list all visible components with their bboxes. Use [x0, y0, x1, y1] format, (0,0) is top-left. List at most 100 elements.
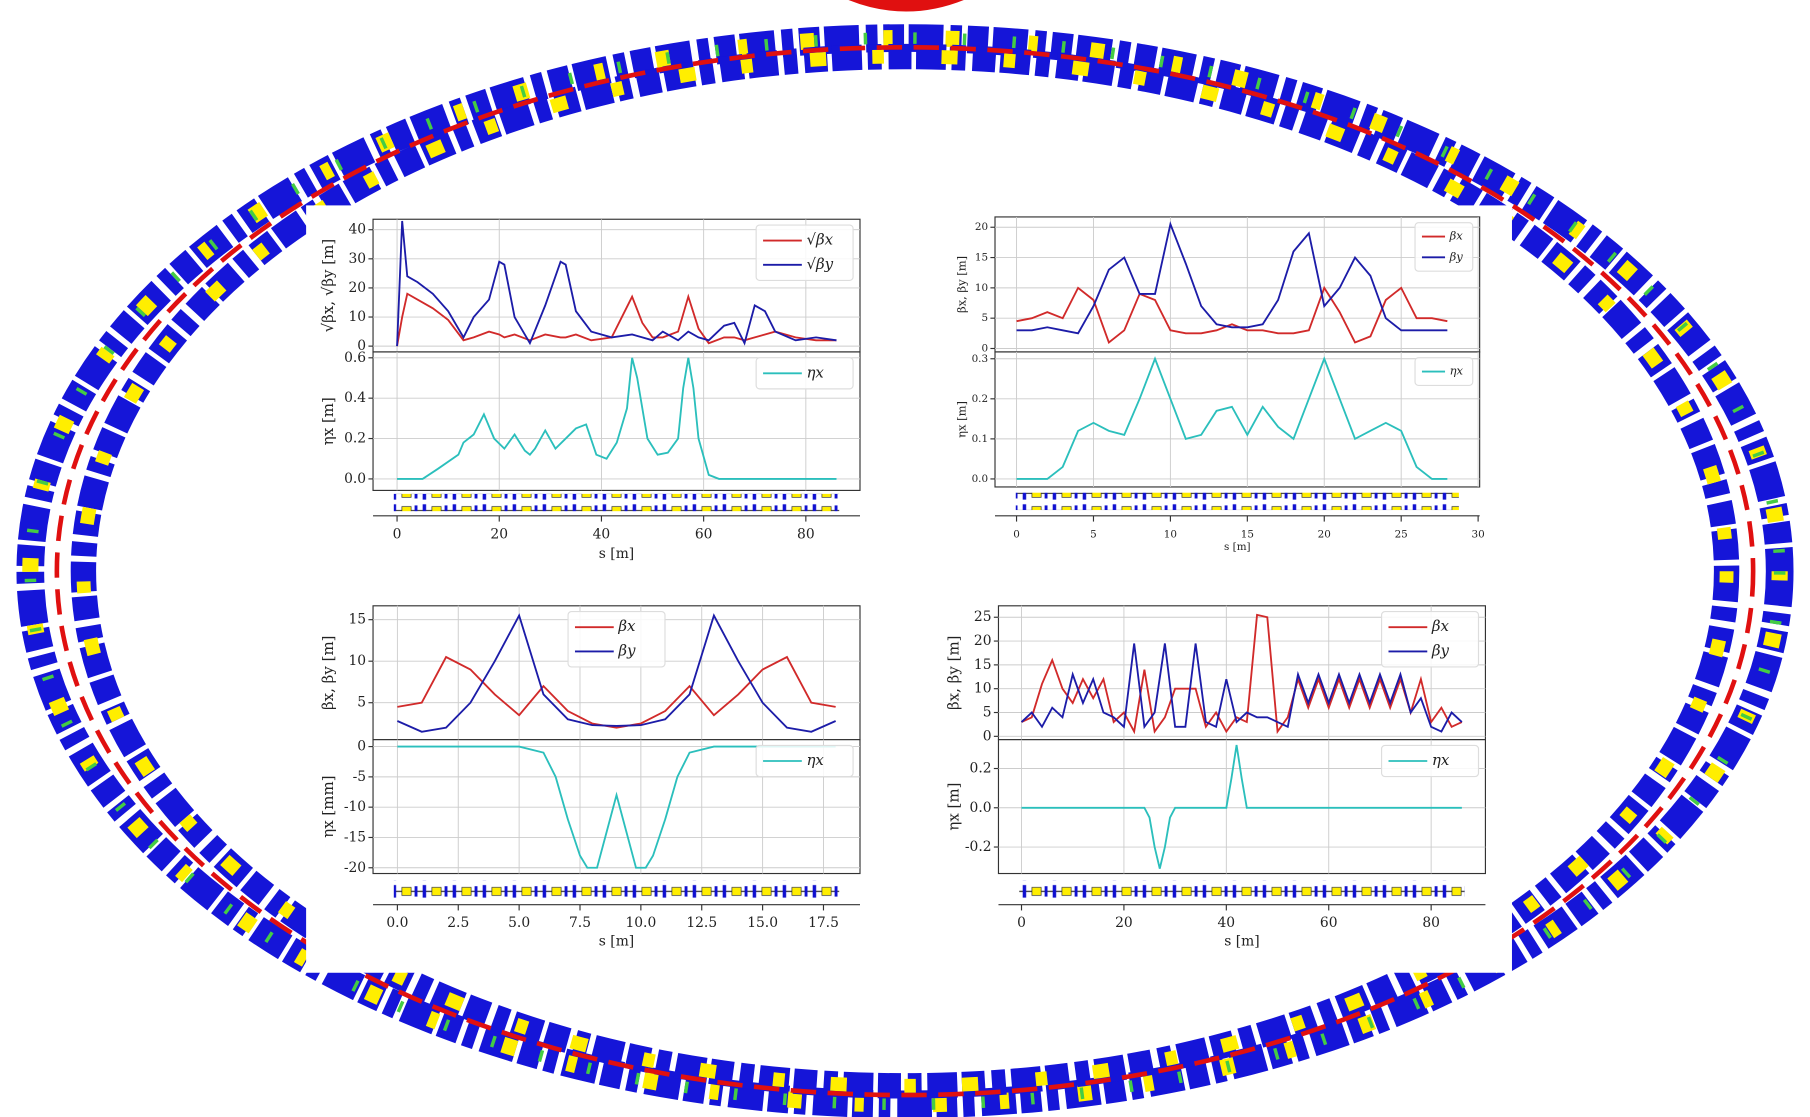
x-tick-label: 7.5: [569, 915, 591, 931]
y-tick-label: 5: [983, 705, 992, 721]
lattice-strip: [393, 880, 840, 898]
x-tick-label: 60: [695, 526, 713, 542]
x-tick-label: 20: [490, 526, 508, 542]
series-line: [1016, 285, 1448, 344]
x-axis-label: s [m]: [1224, 934, 1259, 950]
x-tick-label: 20: [1318, 528, 1331, 540]
y-axis-label: βx, βy [m]: [945, 635, 963, 710]
y-tick-label: 10: [975, 282, 988, 294]
x-tick-label: 80: [797, 526, 815, 542]
x-tick-label: 60: [1320, 915, 1338, 931]
x-tick-label: 20: [1115, 915, 1133, 931]
x-tick-label: 25: [1395, 528, 1408, 540]
x-axis-label: s [m]: [1224, 541, 1251, 553]
y-tick-label: 0.2: [972, 393, 989, 405]
y-axis-label: ηx [m]: [955, 401, 969, 438]
series-line: [1021, 613, 1463, 735]
x-tick-label: 5.0: [508, 915, 530, 931]
y-tick-label: 0: [357, 739, 366, 755]
legend-box: [755, 744, 854, 778]
x-tick-label: 0.0: [386, 915, 408, 931]
legend-label: βx: [1449, 229, 1464, 243]
legend-label: ηx: [1450, 364, 1464, 378]
x-tick-label: 0: [393, 526, 402, 542]
series-line: [1020, 643, 1463, 733]
x-tick-label: 10: [1164, 528, 1177, 540]
x-tick-label: 15.0: [747, 915, 778, 931]
y-tick-label: 10: [349, 653, 367, 669]
x-tick-label: 12.5: [686, 915, 717, 931]
series-line: [397, 655, 836, 729]
legend-label: βx: [1431, 617, 1450, 635]
y-tick-label: 0.1: [972, 433, 989, 445]
x-tick-label: 0: [1017, 915, 1026, 931]
y-tick-label: 0.0: [344, 471, 366, 487]
y-tick-label: -0.2: [965, 839, 992, 855]
y-tick-label: 0.3: [972, 353, 989, 365]
legend-label: βy: [1449, 249, 1464, 263]
legend-label: βy: [1431, 641, 1450, 659]
y-tick-label: 25: [974, 609, 992, 625]
x-tick-label: 10.0: [625, 915, 656, 931]
x-tick-label: 40: [593, 526, 611, 542]
y-axis-label: ηx [m]: [319, 397, 337, 445]
y-tick-label: 20: [975, 221, 988, 233]
y-tick-label: 0.6: [344, 350, 366, 366]
y-axis-label: ηx [mm]: [319, 775, 337, 837]
lattice-strip: [1019, 880, 1465, 898]
legend-label: ηx: [806, 363, 824, 381]
legend-box: [1380, 744, 1480, 778]
series-line: [396, 220, 837, 347]
y-tick-label: 10: [974, 681, 992, 697]
y-tick-label: 0: [983, 728, 992, 744]
y-tick-label: 15: [975, 252, 988, 264]
y-tick-label: -15: [344, 829, 366, 845]
series-line: [1016, 221, 1448, 335]
legend-label: √βx: [806, 231, 833, 249]
x-tick-label: 5: [1090, 528, 1097, 540]
legend-box: [567, 611, 666, 668]
ring-layout: [16, 0, 1794, 1117]
y-tick-label: -5: [353, 769, 366, 785]
y-axis-label: βx, βy [m]: [319, 635, 337, 710]
x-tick-label: 0: [1013, 528, 1020, 540]
y-tick-label: 20: [349, 280, 367, 296]
y-tick-label: 40: [349, 222, 367, 238]
x-tick-label: 30: [1472, 528, 1485, 540]
axes-frame: [994, 351, 1481, 488]
y-tick-label: -10: [344, 799, 366, 815]
y-tick-label: 5: [981, 312, 988, 324]
series-line: [397, 745, 836, 869]
legend-label: βy: [617, 641, 636, 659]
x-axis-label: s [m]: [599, 934, 634, 950]
y-tick-label: 0.0: [972, 473, 989, 485]
legend-box: [755, 224, 854, 281]
y-tick-label: 5: [357, 695, 366, 711]
x-tick-label: 15: [1241, 528, 1254, 540]
series-line: [397, 613, 837, 733]
legend-box: [1414, 222, 1474, 272]
legend-box: [1380, 611, 1480, 668]
y-tick-label: 30: [349, 251, 367, 267]
x-axis-label: s [m]: [599, 546, 634, 562]
y-tick-label: 0: [357, 338, 366, 354]
y-tick-label: 0.2: [970, 761, 992, 777]
y-tick-label: 0.2: [344, 431, 366, 447]
legend-label: √βy: [806, 255, 833, 273]
x-tick-label: 17.5: [808, 915, 839, 931]
y-tick-label: 15: [349, 612, 367, 628]
y-tick-label: 20: [974, 633, 992, 649]
x-tick-label: 2.5: [447, 915, 469, 931]
y-tick-label: 15: [974, 657, 992, 673]
y-tick-label: 0.4: [344, 390, 366, 406]
y-tick-label: 0: [981, 342, 988, 354]
legend-label: ηx: [806, 751, 824, 769]
legend-label: βx: [617, 617, 636, 635]
series-line: [1016, 356, 1448, 480]
x-tick-label: 80: [1422, 915, 1440, 931]
y-axis-label: √βx, √βy [m]: [319, 239, 337, 333]
legend-label: ηx: [1432, 751, 1450, 769]
y-tick-label: 10: [349, 309, 367, 325]
